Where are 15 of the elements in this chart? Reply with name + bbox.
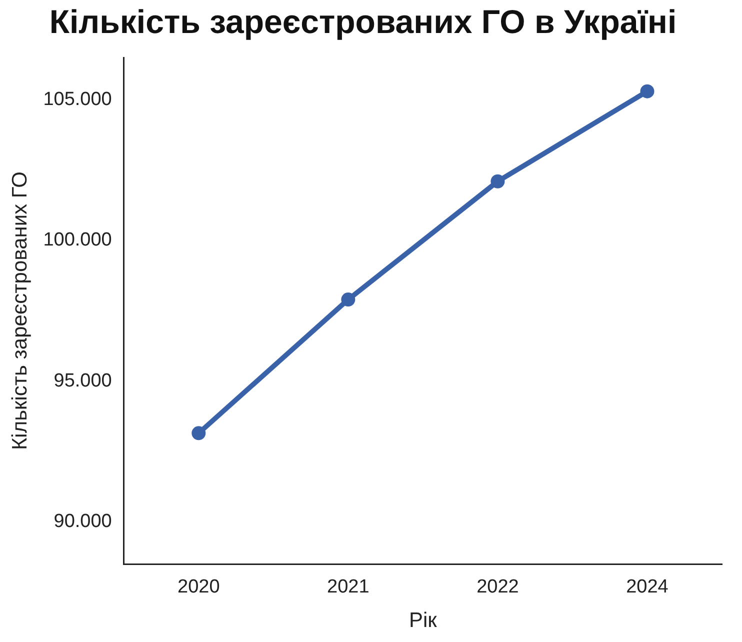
- chart-title: Кількість зареєстрованих ГО в Україні: [49, 2, 677, 40]
- y-tick-label: 90.000: [54, 511, 112, 532]
- y-axis-title: Кількість зареєстрованих ГО: [8, 172, 32, 450]
- y-tick-label: 95.000: [54, 370, 112, 392]
- x-axis-title: Рік: [409, 609, 438, 632]
- y-tick-label: 100.000: [43, 230, 112, 251]
- point: [490, 174, 505, 188]
- point: [341, 292, 356, 307]
- x-tick-label: 2021: [327, 576, 370, 598]
- point: [640, 84, 654, 98]
- y-tick-label: 105.000: [43, 89, 112, 110]
- x-tick-label: 2024: [626, 576, 669, 598]
- x-tick-label: 2020: [178, 576, 220, 598]
- point: [192, 426, 206, 440]
- x-tick-label: 2022: [476, 576, 519, 598]
